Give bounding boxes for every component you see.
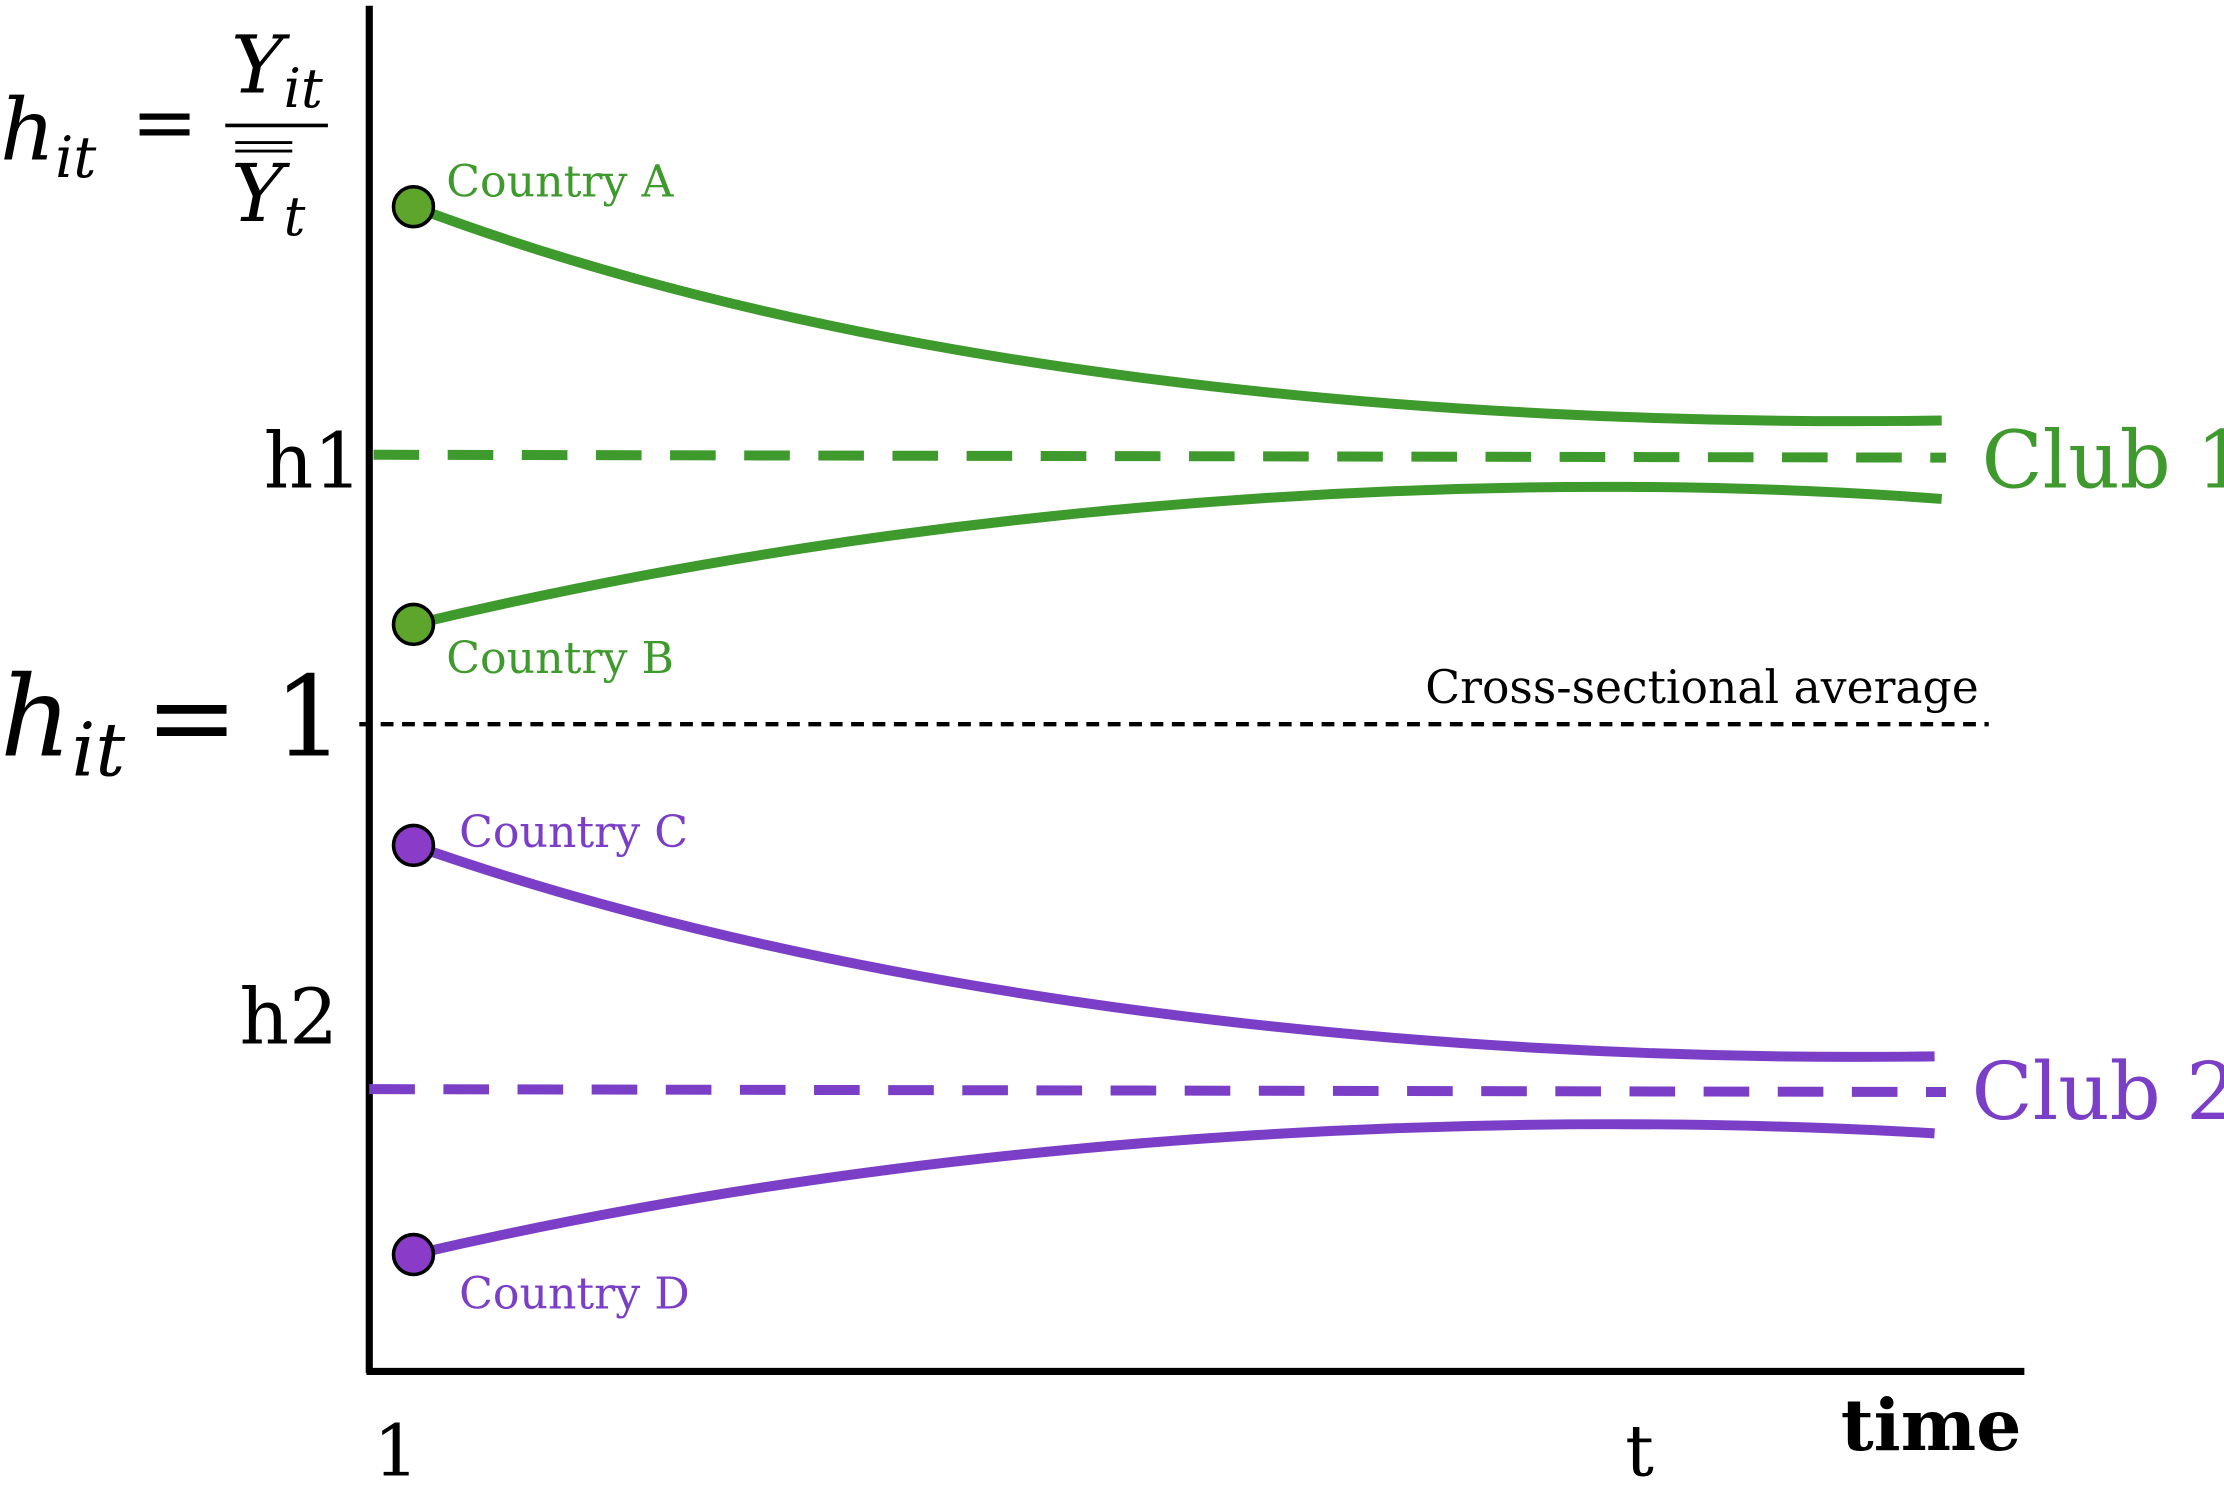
average-formula-sub: it bbox=[72, 708, 126, 794]
country-label: Country D bbox=[459, 1269, 690, 1320]
country-label: Country B bbox=[446, 633, 674, 684]
country-c-dot bbox=[391, 823, 436, 868]
average-formula: hit = 1 bbox=[0, 654, 344, 794]
formula-denominator-base: Y bbox=[231, 147, 291, 240]
country-b-path bbox=[412, 481, 1943, 630]
h1-line bbox=[373, 449, 1946, 463]
country-d-path bbox=[412, 1119, 1935, 1260]
club-label: Club 1 bbox=[1982, 414, 2224, 507]
average-formula-lhs: h bbox=[0, 654, 72, 783]
x-axis-label: time bbox=[1841, 1383, 2022, 1467]
country-label: Country C bbox=[459, 807, 688, 858]
formula-denominator: Yt bbox=[231, 147, 306, 248]
formula-numerator-sub: it bbox=[284, 57, 323, 120]
average-label: Cross-sectional average bbox=[1425, 661, 1978, 714]
country-b-dot bbox=[391, 602, 436, 647]
formula-numerator: Yit bbox=[231, 19, 323, 120]
country-d-dot bbox=[391, 1232, 436, 1277]
x-end-label: t bbox=[1625, 1409, 1654, 1492]
average-formula-rhs: = 1 bbox=[145, 654, 344, 783]
h2-line bbox=[369, 1084, 1946, 1097]
formula-lhs: hit bbox=[0, 82, 96, 191]
country-a-path bbox=[411, 202, 1942, 427]
formula-numerator-base: Y bbox=[231, 19, 291, 112]
formula-lhs-base: h bbox=[0, 82, 55, 181]
formula-lhs-sub: it bbox=[55, 125, 96, 191]
club-label: Club 2 bbox=[1972, 1045, 2224, 1138]
h2-label: h2 bbox=[240, 974, 339, 1063]
x-start-label: 1 bbox=[374, 1409, 419, 1492]
formula-denominator-sub: t bbox=[284, 185, 306, 248]
formula-equals: = bbox=[131, 76, 198, 169]
country-c-path bbox=[411, 840, 1935, 1062]
h1-label: h1 bbox=[264, 418, 363, 507]
country-label: Country A bbox=[446, 157, 674, 208]
country-a-dot bbox=[391, 184, 436, 229]
